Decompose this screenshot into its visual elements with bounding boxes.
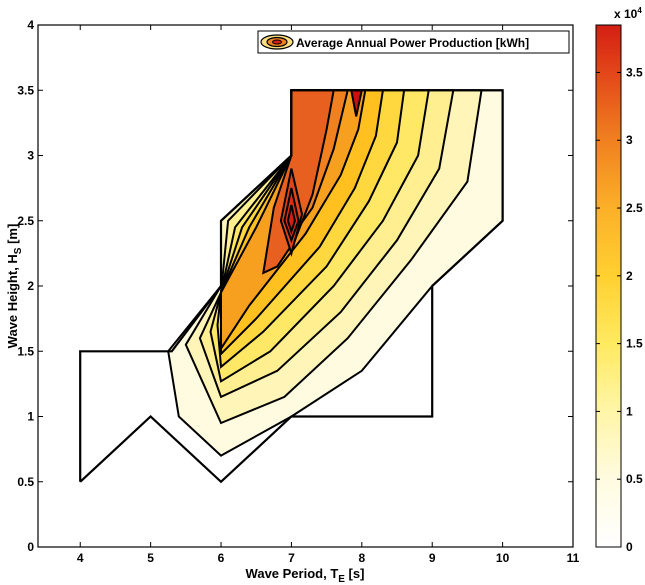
y-tick-label: 3.5 bbox=[17, 83, 34, 97]
y-tick-label: 4 bbox=[27, 18, 34, 32]
y-axis-label-unit: [m] bbox=[5, 224, 20, 248]
y-tick-label: 1.5 bbox=[17, 344, 34, 358]
colorbar-tick-label: 3 bbox=[626, 133, 633, 147]
contour-level-8 bbox=[262, 89, 335, 275]
y-tick-label: 2.5 bbox=[17, 214, 34, 228]
x-tick-label: 8 bbox=[358, 551, 365, 565]
x-tick-label: 6 bbox=[218, 551, 225, 565]
y-tick-label: 0 bbox=[27, 540, 34, 554]
contour-level-11 bbox=[286, 204, 296, 235]
domain-outline bbox=[79, 89, 504, 484]
colorbar-tick-label: 0 bbox=[626, 540, 633, 554]
x-tick-label: 7 bbox=[288, 551, 295, 565]
x-axis-ticks: 4 5 6 7 8 9 10 11 bbox=[77, 25, 580, 565]
colorbar-gradient bbox=[596, 25, 621, 547]
colorbar-tick-label: 0.5 bbox=[626, 472, 643, 486]
x-tick-label: 5 bbox=[147, 551, 154, 565]
colorbar-exponent: x 104 bbox=[614, 6, 642, 21]
contour-fills bbox=[167, 89, 504, 457]
x-tick-label: 11 bbox=[567, 551, 580, 565]
x-tick-label: 9 bbox=[429, 551, 436, 565]
colorbar-tick-label: 2 bbox=[626, 269, 633, 283]
y-axis-label-sub: S bbox=[13, 247, 24, 254]
y-tick-label: 1 bbox=[27, 410, 34, 424]
x-tick-label: 4 bbox=[77, 551, 84, 565]
x-tick-label: 10 bbox=[496, 551, 510, 565]
y-tick-label: 0.5 bbox=[17, 475, 34, 489]
colorbar-tick-label: 3.5 bbox=[626, 65, 643, 79]
x-axis-label-sub: E bbox=[338, 574, 345, 585]
y-tick-label: 3 bbox=[27, 149, 34, 163]
y-axis-label-main: Wave Height, H bbox=[5, 254, 20, 348]
legend-box bbox=[257, 30, 570, 54]
legend: Average Annual Power Production [kWh] bbox=[257, 30, 570, 54]
colorbar-ticks: 0 0.5 1 1.5 2 2.5 3 3.5 bbox=[596, 65, 643, 554]
colorbar-exponent-power: 4 bbox=[637, 6, 642, 15]
colorbar: 0 0.5 1 1.5 2 2.5 3 3.5 x 104 bbox=[595, 6, 643, 554]
legend-contour-icon bbox=[260, 34, 294, 50]
colorbar-tick-label: 1.5 bbox=[626, 337, 643, 351]
y-axis-ticks: 0 0.5 1 1.5 2 2.5 3 3.5 4 bbox=[17, 18, 573, 554]
x-axis-label-unit: [s] bbox=[345, 566, 365, 581]
colorbar-frame bbox=[595, 24, 622, 548]
y-tick-label: 2 bbox=[27, 279, 34, 293]
colorbar-tick-label: 2.5 bbox=[626, 201, 643, 215]
colorbar-exponent-base: x 10 bbox=[614, 7, 638, 21]
colorbar-tick-label: 1 bbox=[626, 404, 633, 418]
y-axis-label: Wave Height, HS [m] bbox=[5, 224, 24, 349]
x-axis-label: Wave Period, TE [s] bbox=[246, 566, 365, 585]
x-axis-label-main: Wave Period, T bbox=[246, 566, 339, 581]
legend-entry: Average Annual Power Production [kWh] bbox=[296, 36, 529, 50]
